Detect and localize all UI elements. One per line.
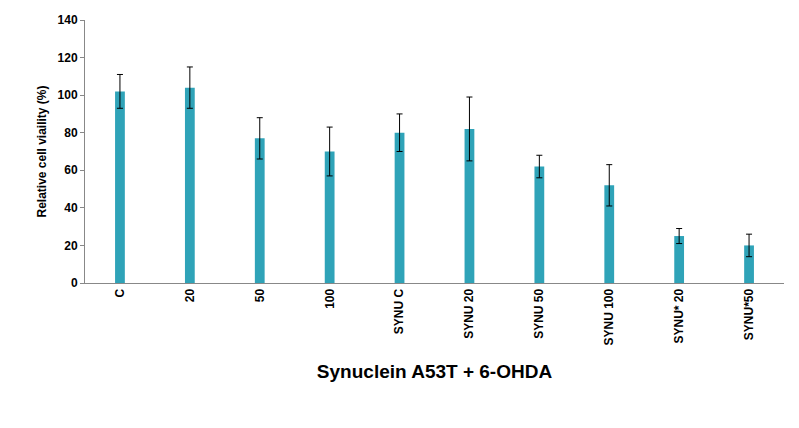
svg-text:120: 120 [58,51,78,65]
svg-text:SYNU 50: SYNU 50 [532,288,546,338]
svg-text:Relative cell viaility (%): Relative cell viaility (%) [35,85,49,217]
svg-text:SYNU 20: SYNU 20 [462,288,476,338]
svg-text:100: 100 [323,288,337,308]
svg-text:20: 20 [183,288,197,302]
svg-text:SYNU*50: SYNU*50 [742,288,756,340]
svg-text:20: 20 [64,239,78,253]
svg-text:SYNU* 20: SYNU* 20 [672,288,686,343]
svg-text:100: 100 [58,88,78,102]
svg-text:60: 60 [64,163,78,177]
svg-text:40: 40 [64,201,78,215]
svg-text:C: C [113,288,127,297]
svg-text:SYNU C: SYNU C [392,288,406,334]
svg-text:80: 80 [64,126,78,140]
svg-text:Synuclein A53T + 6-OHDA: Synuclein A53T + 6-OHDA [317,361,553,382]
svg-text:0: 0 [71,276,78,290]
svg-text:50: 50 [253,288,267,302]
svg-text:SYNU 100: SYNU 100 [602,288,616,345]
svg-text:140: 140 [58,13,78,27]
